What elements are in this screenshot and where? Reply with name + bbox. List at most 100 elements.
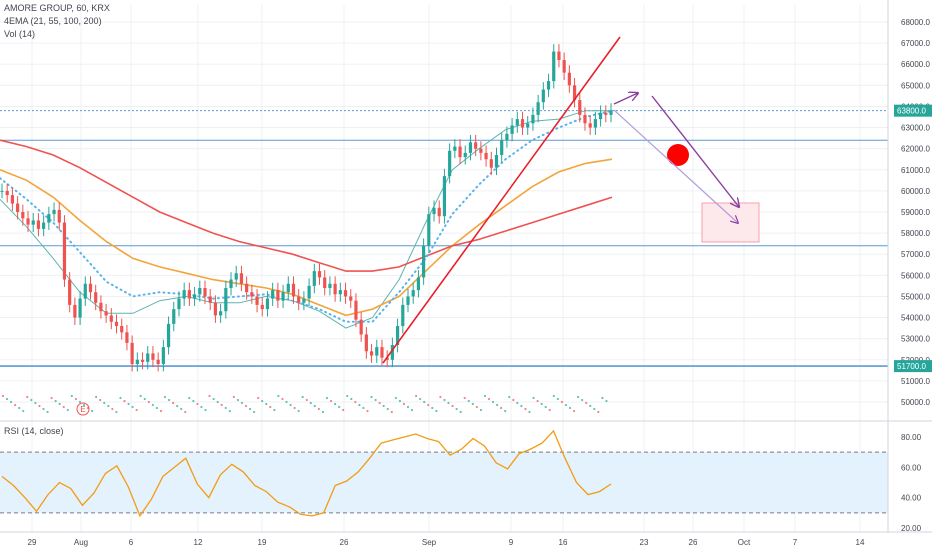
volume-dot [329,399,333,403]
candle-body [583,114,587,124]
candle-body [0,190,4,192]
volume-dot [443,398,446,402]
candle-body [31,220,35,225]
y-tick-label: 66000.0 [901,60,930,69]
volume-dot [479,408,482,412]
volume-dot [151,403,154,407]
candle-body [390,345,394,360]
volume-dot [540,402,543,406]
volume-dot [354,400,357,404]
candle-body [479,148,483,153]
volume-dot [605,399,608,403]
candle-body [432,207,436,215]
volume-dot [70,394,73,398]
candle-body [578,100,582,115]
candle-body [562,60,566,73]
arrow-up-short[interactable] [613,93,638,105]
y-tick-label: 65000.0 [901,81,930,90]
support-price-tag-bg [894,360,932,373]
volume-dot [253,410,256,414]
volume-dot [512,398,515,402]
candle-body [88,283,93,293]
volume-dot [127,402,130,406]
y-tick-label: 62000.0 [901,145,930,154]
volume-dot [1,394,5,398]
candle-body [198,288,202,295]
rsi-tick-label: 80.00 [901,433,922,442]
candle-body [52,209,56,215]
volume-dot [14,403,17,407]
volume-dot [577,395,580,399]
volume-dot [66,408,69,412]
earnings-marker[interactable] [76,402,90,416]
projection-line[interactable] [613,109,738,223]
candle-body [489,159,493,168]
candle-body [567,72,571,86]
candle-body [552,51,556,82]
volume-dot [220,403,223,407]
volume-dot [281,397,284,401]
candle-body [62,222,67,280]
rsi-indicator-label[interactable]: RSI (14, close) [4,426,64,436]
volume-dot [119,396,122,400]
y-tick-label: 58000.0 [901,229,930,238]
candle-body [104,311,108,316]
volume-dot [135,408,138,412]
support-price-tag-text: 51700.0 [897,362,926,371]
volume-dot [204,408,207,412]
y-tick-label: 59000.0 [901,208,930,217]
volume-dot [261,399,264,403]
candle-body [468,142,473,153]
target-box[interactable] [701,202,760,243]
candle-body [140,359,145,362]
volume-dot [74,397,77,401]
candle-body [146,353,150,362]
candle-body [343,290,348,297]
x-tick-label: Aug [74,538,88,547]
y-tick-label: 63000.0 [901,124,930,133]
candle-body [312,271,316,286]
x-tick-label: Sep [422,538,437,547]
arrow-down-long[interactable] [651,95,739,207]
candle-body [364,334,368,352]
volume-dot [192,399,195,403]
volume-dot [455,407,458,411]
trendline[interactable] [382,36,621,364]
rsi-band [0,452,888,513]
volume-dot [216,400,219,404]
candle-body [271,290,275,299]
symbol-title[interactable]: AMORE GROUP, 60, KRX [4,3,110,13]
candle-body [10,195,15,204]
x-tick-label: 12 [194,538,203,547]
drawings[interactable] [382,36,760,364]
volume-dot [402,402,406,406]
volume-dot [601,396,604,400]
candle-body [453,146,457,151]
x-tick-label: 14 [856,538,865,547]
volume-dot [42,407,45,411]
ema-indicator-label[interactable]: 4EMA (21, 55, 100, 200) [4,16,102,26]
volume-dot [172,401,175,405]
volume-dot [297,409,300,413]
volume-dot [431,406,434,410]
volume-dot [78,400,82,404]
volume-dot [435,409,438,413]
candle-body [500,140,504,155]
volume-indicator-label[interactable]: Vol (14) [4,29,36,39]
volume-dot [95,395,98,399]
volume-dot [386,407,389,411]
candle-body [515,119,519,126]
rsi-pane [0,429,888,518]
volume-dot [593,407,596,411]
volume-dot [143,397,146,401]
volume-dot [520,404,523,408]
candle-body [349,296,353,301]
candle-body [520,119,525,128]
volume-dot [504,409,507,413]
volume-dot [585,401,588,405]
red-dot[interactable] [667,144,689,166]
candle-body [224,288,228,312]
ema-200-line [0,139,613,272]
